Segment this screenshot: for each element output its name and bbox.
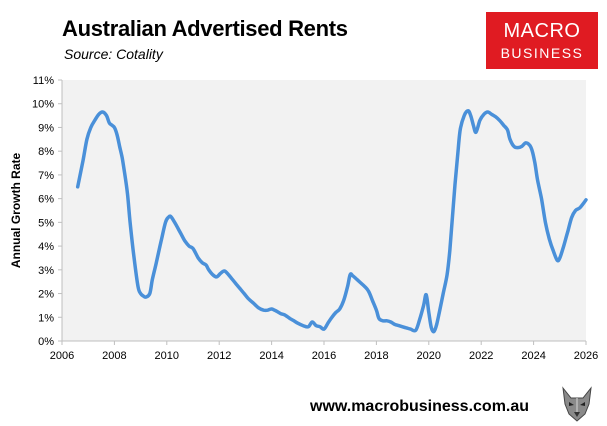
y-tick-label: 3%: [38, 265, 54, 277]
y-tick-label: 0%: [38, 336, 54, 348]
y-tick-label: 6%: [38, 194, 54, 206]
y-tick-label: 8%: [38, 146, 54, 158]
chart-source: Source: Cotality: [64, 46, 163, 62]
axes: 0% 1% 2% 3% 4% 5% 6% 7% 8% 9% 10% 11% 2006 2008 2010 20…: [32, 75, 598, 362]
x-tick-label: 2016: [312, 350, 336, 362]
series-layer: [75, 109, 588, 334]
x-tick-label: 2012: [207, 350, 231, 362]
x-tick-label: 2014: [259, 350, 283, 362]
x-tick-label: 2008: [102, 350, 126, 362]
y-tick-label: 1%: [38, 312, 54, 324]
x-tick-label: 2018: [364, 350, 388, 362]
y-tick-label: 7%: [38, 170, 54, 182]
plot-area: [62, 80, 586, 341]
x-tick-label: 2024: [521, 350, 545, 362]
x-tick-label: 2026: [574, 350, 598, 362]
y-tick-label: 5%: [38, 217, 54, 229]
macrobusiness-logo: MACRO BUSINESS: [486, 12, 598, 69]
y-tick-label: 9%: [38, 122, 54, 134]
y-tick-label: 11%: [33, 75, 54, 87]
footer-url[interactable]: www.macrobusiness.com.au: [310, 398, 530, 415]
x-tick-label: 2010: [155, 350, 179, 362]
x-tick-label: 2022: [469, 350, 493, 362]
x-tick-label: 2006: [50, 350, 74, 362]
y-tick-label: 4%: [38, 241, 54, 253]
y-tick-label: 10%: [32, 99, 54, 111]
logo-text-macro: MACRO: [503, 20, 581, 42]
logo-text-business: BUSINESS: [500, 45, 584, 61]
wolf-icon: [557, 384, 597, 424]
x-tick-label: 2020: [417, 350, 441, 362]
chart-title: Australian Advertised Rents: [62, 16, 348, 41]
y-axis-label: Annual Growth Rate: [9, 153, 23, 269]
series-line-0: [75, 109, 588, 334]
y-tick-label: 2%: [38, 289, 54, 301]
